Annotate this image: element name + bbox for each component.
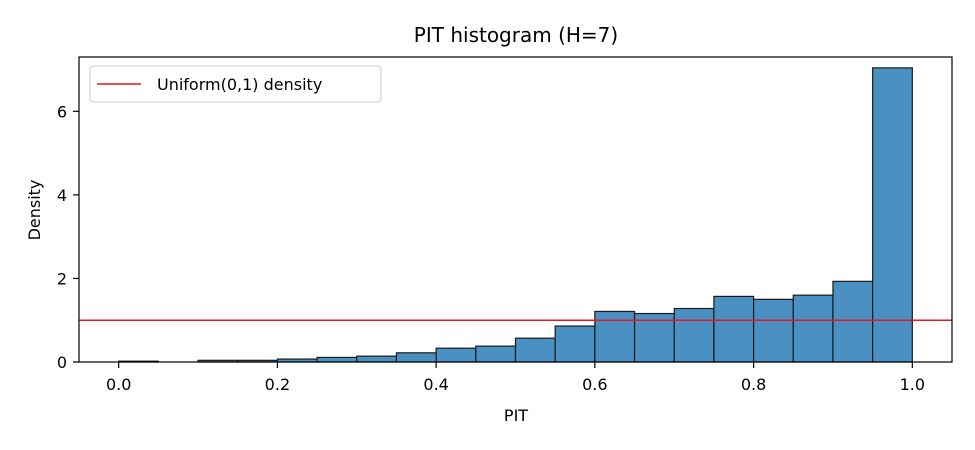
legend: Uniform(0,1) density [89, 65, 382, 103]
x-tick-label: 0.0 [106, 375, 131, 394]
histogram-bar-15 [713, 295, 755, 363]
x-tick-label: 0.6 [582, 375, 607, 394]
histogram-bar-19 [872, 67, 913, 363]
histogram-bar-8 [435, 347, 477, 363]
histogram-bar-16 [752, 298, 794, 363]
histogram-bar-12 [594, 310, 636, 363]
x-axis-ticks: 0.0 0.2 0.4 0.6 0.8 1.0 [106, 362, 925, 394]
y-tick-label: 2 [57, 269, 67, 288]
chart-title: PIT histogram (H=7) [414, 23, 618, 47]
y-axis-label: Density [25, 180, 44, 241]
histogram-bar-11 [554, 325, 596, 363]
histogram-bar-9 [475, 345, 517, 363]
histogram-bar-10 [514, 337, 556, 363]
x-tick-label: 1.0 [900, 375, 925, 394]
y-tick-label: 4 [57, 186, 67, 205]
histogram-bar-17 [792, 294, 834, 363]
legend-box [89, 65, 382, 103]
histogram-bar-18 [832, 280, 874, 363]
x-tick-label: 0.4 [423, 375, 448, 394]
y-axis-ticks: 0 2 4 6 [57, 102, 79, 372]
y-tick-label: 6 [57, 102, 67, 121]
histogram-bar-7 [395, 352, 437, 363]
histogram-bar-14 [673, 307, 715, 363]
histogram-bar-5 [316, 356, 358, 363]
x-tick-label: 0.2 [265, 375, 290, 394]
plot-frame [78, 56, 953, 363]
x-axis-label: PIT [504, 406, 528, 425]
x-tick-label: 0.8 [741, 375, 766, 394]
histogram-bars [118, 67, 913, 363]
histogram-bar-6 [356, 355, 398, 363]
y-tick-label: 0 [57, 353, 67, 372]
legend-label: Uniform(0,1) density [157, 75, 322, 94]
